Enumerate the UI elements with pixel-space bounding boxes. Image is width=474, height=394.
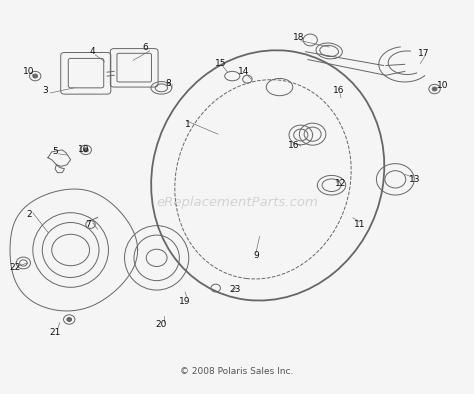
Text: 16: 16 — [288, 141, 300, 151]
Text: 10: 10 — [437, 81, 448, 89]
Circle shape — [432, 87, 437, 91]
Text: 4: 4 — [90, 47, 96, 56]
Text: 12: 12 — [335, 179, 346, 188]
Text: 21: 21 — [49, 328, 61, 337]
Text: 8: 8 — [165, 79, 171, 87]
Circle shape — [67, 318, 72, 322]
Text: 15: 15 — [215, 59, 226, 68]
Text: 1: 1 — [184, 120, 190, 129]
Text: 7: 7 — [85, 220, 91, 229]
Text: 14: 14 — [238, 67, 250, 76]
Text: © 2008 Polaris Sales Inc.: © 2008 Polaris Sales Inc. — [180, 367, 294, 376]
Text: eReplacementParts.com: eReplacementParts.com — [156, 196, 318, 209]
Text: 18: 18 — [292, 33, 304, 43]
Text: 2: 2 — [26, 210, 32, 219]
Text: 19: 19 — [179, 297, 191, 305]
Text: 6: 6 — [142, 43, 148, 52]
Text: 22: 22 — [9, 263, 20, 272]
Text: 10: 10 — [23, 67, 35, 76]
Text: 10: 10 — [78, 145, 89, 154]
Text: 9: 9 — [253, 251, 259, 260]
Circle shape — [33, 74, 37, 78]
Text: 13: 13 — [409, 175, 420, 184]
Text: 17: 17 — [418, 49, 429, 58]
Text: 3: 3 — [43, 87, 48, 95]
Circle shape — [83, 148, 88, 152]
Text: 16: 16 — [333, 87, 345, 95]
Text: 5: 5 — [52, 147, 58, 156]
Text: 20: 20 — [155, 320, 167, 329]
Text: 11: 11 — [354, 220, 365, 229]
Text: 23: 23 — [229, 285, 240, 294]
